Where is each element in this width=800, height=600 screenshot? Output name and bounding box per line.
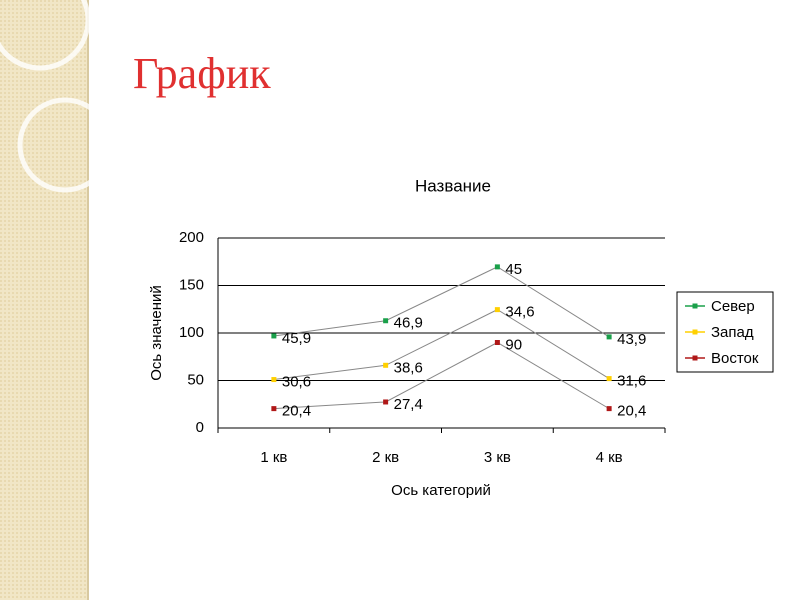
x-tick-label: 1 кв	[260, 449, 287, 466]
series-line	[273, 266, 610, 338]
data-label: 45	[505, 261, 522, 278]
y-tick-label: 50	[187, 371, 204, 388]
decor-circle	[17, 97, 113, 193]
legend-marker	[692, 329, 698, 335]
data-point	[606, 376, 612, 382]
data-label: 46,9	[394, 315, 423, 332]
slide-title: График	[133, 49, 271, 98]
y-tick-label: 0	[196, 419, 204, 436]
data-label: 30,6	[282, 374, 311, 391]
data-label: 34,6	[505, 304, 534, 321]
data-label: 31,6	[617, 373, 646, 390]
data-point	[494, 264, 500, 270]
legend-label: Восток	[711, 350, 759, 367]
x-axis-label: Ось категорий	[391, 482, 491, 499]
data-point	[271, 377, 277, 383]
data-point	[383, 362, 389, 368]
data-label: 20,4	[617, 403, 646, 420]
y-axis-label: Ось значений	[148, 285, 165, 381]
x-tick-label: 3 кв	[484, 449, 511, 466]
decor-circle	[0, 0, 91, 71]
data-label: 27,4	[394, 396, 423, 413]
data-label: 45,9	[282, 330, 311, 347]
legend-marker	[692, 355, 698, 361]
legend-marker	[692, 303, 698, 309]
data-label: 43,9	[617, 331, 646, 348]
y-tick-label: 100	[179, 324, 204, 341]
data-label: 38,6	[394, 359, 423, 376]
data-label: 20,4	[282, 403, 311, 420]
data-point	[271, 333, 277, 339]
series-line	[273, 309, 610, 381]
data-point	[494, 307, 500, 313]
data-point	[383, 399, 389, 405]
data-point	[494, 340, 500, 345]
y-tick-label: 200	[179, 229, 204, 246]
x-tick-label: 4 кв	[596, 449, 623, 466]
data-point	[383, 318, 389, 324]
data-point	[271, 406, 277, 412]
data-label: 90	[505, 336, 522, 353]
side-band	[0, 0, 88, 600]
y-tick-label: 150	[179, 276, 204, 293]
data-point	[606, 334, 612, 340]
legend-label: Запад	[711, 324, 754, 341]
chart-title: Название	[415, 176, 491, 195]
x-tick-label: 2 кв	[372, 449, 399, 466]
legend-label: Север	[711, 298, 755, 315]
data-point	[606, 406, 612, 412]
series-line	[273, 341, 610, 410]
